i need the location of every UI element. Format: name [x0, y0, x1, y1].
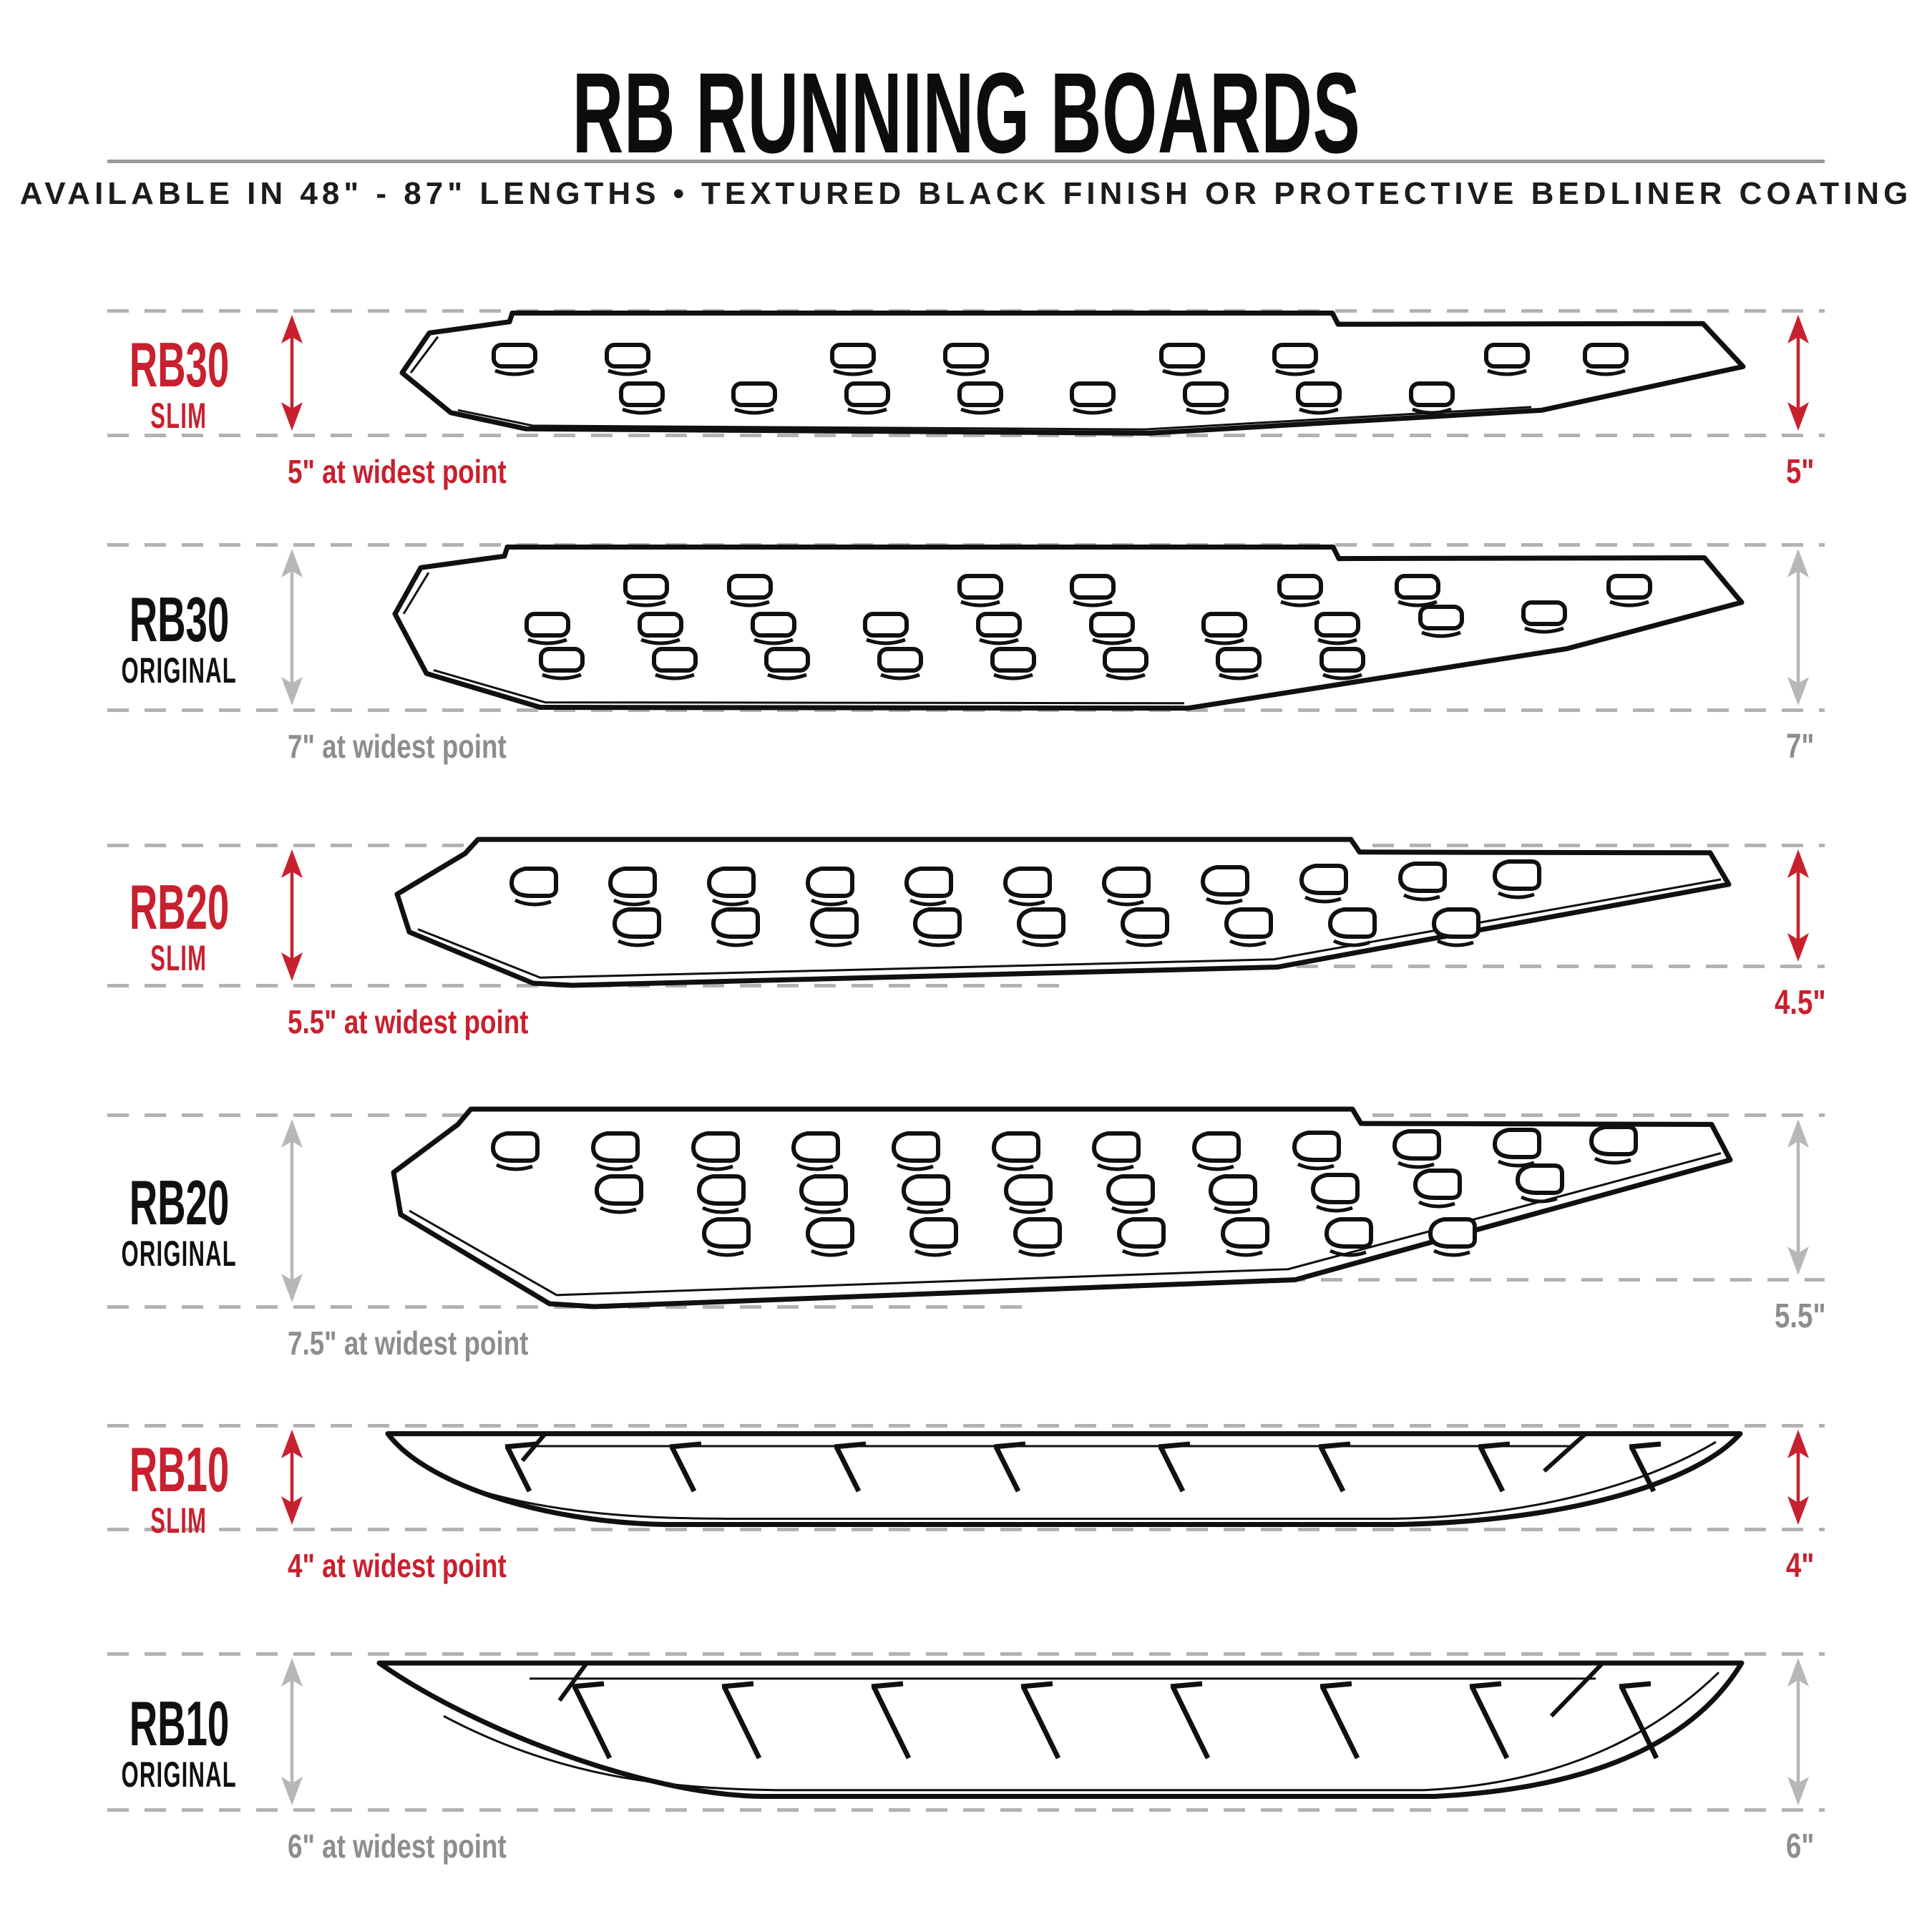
widest-point-caption-text: 7.5" at widest point: [288, 1324, 529, 1362]
title-divider: [107, 160, 1825, 163]
right-height-value: 6": [1722, 1827, 1879, 1866]
height-arrow: [281, 315, 303, 431]
board-drawing-rb30-slim: [399, 310, 1746, 436]
model-name: RB20: [43, 876, 315, 939]
widest-point-caption-text: 6" at widest point: [288, 1828, 507, 1865]
right-height-value: 4": [1722, 1546, 1879, 1586]
height-arrow: [281, 549, 303, 706]
right-height-value-text: 4.5": [1775, 984, 1826, 1022]
model-name-text: RB30: [129, 329, 229, 400]
subtitle-right: TEXTURED BLACK FINISH OR PROTECTIVE BEDL…: [701, 176, 1913, 211]
model-label-block: RB20 ORIGINAL: [43, 1171, 315, 1272]
height-arrow: [1787, 1430, 1809, 1525]
widest-point-caption: 5.5" at widest point: [288, 1002, 589, 1041]
right-height-value: 5.5": [1722, 1297, 1879, 1336]
widest-point-caption-text: 5.5" at widest point: [288, 1003, 529, 1040]
variant-name-text: ORIGINAL: [121, 1755, 237, 1795]
height-arrow: [1787, 849, 1809, 962]
widest-point-caption-text: 5" at widest point: [288, 453, 507, 490]
model-label-block: RB10 ORIGINAL: [43, 1692, 315, 1793]
dashed-guide-line: [107, 1528, 1825, 1531]
variant-name: SLIM: [43, 398, 315, 434]
board-drawing-rb10-original: [376, 1660, 1745, 1799]
variant-name-text: SLIM: [150, 396, 208, 436]
variant-name-text: ORIGINAL: [121, 1234, 237, 1274]
board-drawing-rb20-slim: [394, 836, 1732, 988]
variant-name: ORIGINAL: [43, 1236, 315, 1272]
model-name: RB10: [43, 1438, 315, 1501]
board-drawing-rb10-slim: [385, 1431, 1743, 1527]
height-arrow: [1787, 1119, 1809, 1275]
model-label-block: RB20 SLIM: [43, 876, 315, 977]
widest-point-caption: 5" at widest point: [288, 452, 561, 491]
model-name-text: RB20: [129, 872, 229, 942]
variant-name: SLIM: [43, 940, 315, 976]
model-label-block: RB10 SLIM: [43, 1438, 315, 1538]
widest-point-caption: 4" at widest point: [288, 1546, 561, 1585]
height-arrow: [1787, 1658, 1809, 1805]
model-name: RB30: [43, 583, 315, 655]
model-label-block: RB30 ORIGINAL: [43, 583, 315, 688]
model-name-text: RB10: [129, 1433, 229, 1505]
height-arrow: [281, 1430, 303, 1525]
model-name: RB20: [43, 1171, 315, 1234]
variant-name-text: ORIGINAL: [121, 650, 237, 691]
height-arrow: [1787, 315, 1809, 431]
dashed-guide-line: [107, 1424, 1825, 1428]
height-arrow: [1787, 549, 1809, 706]
model-name: RB10: [43, 1692, 315, 1755]
model-name-text: RB10: [129, 1688, 229, 1759]
right-height-value-text: 7": [1786, 728, 1815, 766]
widest-point-caption: 7.5" at widest point: [288, 1324, 589, 1362]
board-drawing-rb20-original: [391, 1106, 1733, 1309]
widest-point-caption-text: 4" at widest point: [288, 1547, 507, 1584]
variant-name: ORIGINAL: [43, 653, 315, 688]
page-title: RB RUNNING BOARDS: [572, 49, 1360, 177]
dashed-guide-line: [1073, 965, 1825, 968]
variant-name-text: SLIM: [150, 938, 208, 978]
variant-name: SLIM: [43, 1503, 315, 1538]
right-height-value: 4.5": [1722, 983, 1879, 1023]
widest-point-caption: 7" at widest point: [288, 727, 561, 766]
widest-point-caption-text: 7" at widest point: [288, 728, 507, 765]
height-arrow: [281, 1658, 303, 1805]
page-subtitle: AVAILABLE IN 48" - 87" LENGTHS • TEXTURED …: [0, 176, 1932, 212]
dashed-guide-line: [107, 434, 1825, 437]
subtitle-bullet: •: [673, 176, 688, 211]
dashed-guide-line: [107, 1808, 1825, 1812]
dashed-guide-line: [1023, 1278, 1825, 1282]
right-height-value-text: 6": [1786, 1828, 1815, 1865]
dashed-guide-line: [107, 1652, 1825, 1656]
right-height-value-text: 4": [1786, 1547, 1815, 1585]
model-name-text: RB20: [129, 1167, 229, 1238]
board-drawing-rb30-original: [392, 544, 1745, 711]
model-label-block: RB30 SLIM: [43, 333, 315, 434]
right-height-value: 7": [1722, 727, 1879, 766]
variant-name: ORIGINAL: [43, 1757, 315, 1792]
variant-name-text: SLIM: [150, 1500, 208, 1541]
right-height-value-text: 5.5": [1775, 1297, 1826, 1335]
subtitle-left: AVAILABLE IN 48" - 87" LENGTHS: [19, 176, 660, 211]
height-arrow: [281, 1119, 303, 1302]
height-arrow: [281, 849, 303, 981]
right-height-value-text: 5": [1786, 453, 1815, 491]
widest-point-caption: 6" at widest point: [288, 1827, 561, 1865]
model-name-text: RB30: [129, 583, 229, 655]
model-name: RB30: [43, 333, 315, 396]
right-height-value: 5": [1722, 452, 1879, 492]
